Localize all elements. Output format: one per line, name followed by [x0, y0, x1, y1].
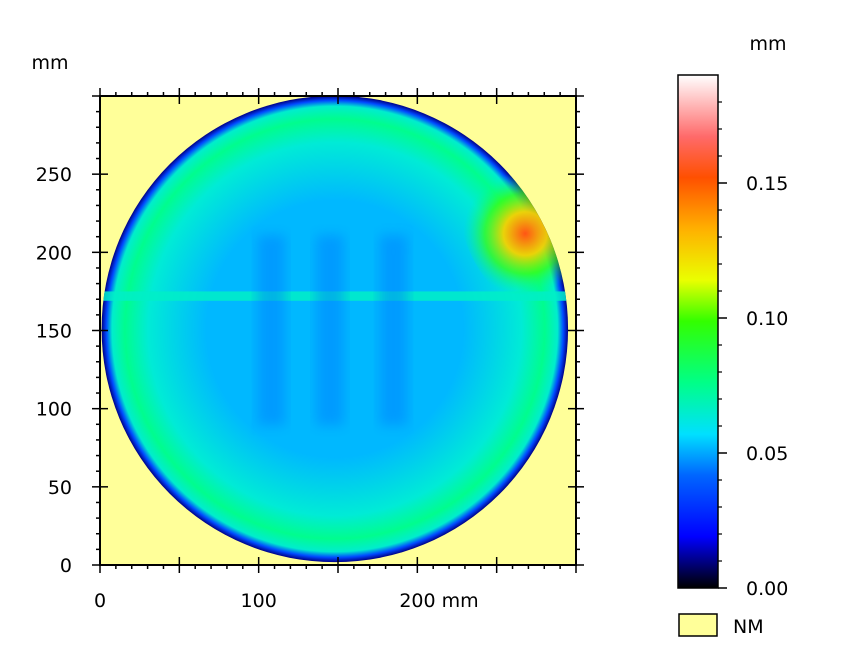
colorbar-tick-label: 0.00 [746, 578, 788, 600]
legend-swatch-nm [678, 613, 718, 637]
scan-column [316, 235, 345, 426]
y-tick-labels: 0 50 100 150 200 250 [36, 164, 72, 577]
scan-column [379, 235, 408, 426]
x-tick-label: 200 mm [399, 590, 478, 612]
colorbar-tick-label: 0.15 [746, 173, 788, 195]
x-tick-label: 100 [241, 590, 277, 612]
x-tick-label: 0 [94, 590, 106, 612]
colorbar-tick-label: 0.05 [746, 443, 788, 465]
scan-column [257, 235, 286, 426]
colorbar-unit-label: mm [749, 33, 786, 55]
x-tick-labels: 0 100 200 mm [94, 590, 479, 612]
legend-label-nm: NM [733, 616, 764, 638]
y-tick-label: 100 [36, 399, 72, 421]
colorbar-ticks: 0.00 0.05 0.10 0.15 [718, 101, 788, 600]
wafer-features [101, 149, 569, 426]
y-tick-label: 250 [36, 164, 72, 186]
y-tick-label: 150 [36, 321, 72, 343]
colorbar [677, 74, 719, 589]
y-tick-label: 200 [36, 242, 72, 264]
axis-ticks [92, 88, 584, 573]
y-tick-label: 0 [60, 555, 72, 577]
colorbar-tick-label: 0.10 [746, 308, 788, 330]
y-axis-unit-label: mm [31, 52, 68, 74]
wafer-map [101, 95, 569, 563]
y-tick-label: 50 [48, 477, 72, 499]
